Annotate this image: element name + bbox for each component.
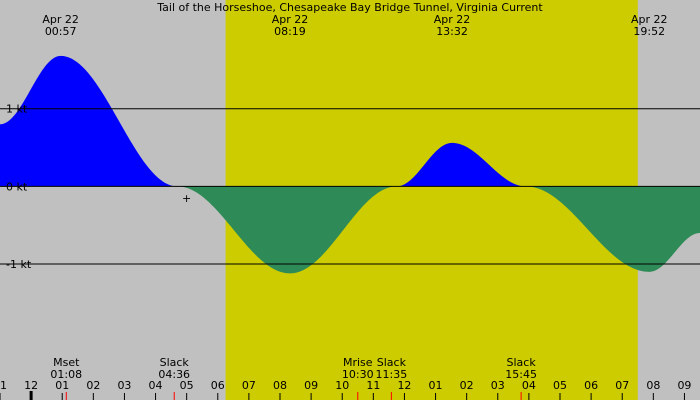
flood-current-area — [0, 55, 700, 187]
event-date-label: Apr 22 — [42, 13, 79, 26]
x-tick-label: 08 — [273, 379, 287, 392]
x-tick-label: 12 — [397, 379, 411, 392]
ebb-current-area — [0, 186, 700, 274]
x-tick-label: 03 — [491, 379, 505, 392]
x-tick-label: 01 — [55, 379, 69, 392]
midnight-marker — [29, 391, 33, 400]
event-time-label: 00:57 — [45, 25, 77, 38]
event-date-label: Apr 22 — [434, 13, 471, 26]
bottom-event-label: Slack — [377, 356, 407, 369]
x-tick-label: 07 — [242, 379, 256, 392]
x-tick-label: 05 — [180, 379, 194, 392]
bottom-event-time: 04:36 — [158, 368, 190, 381]
x-tick-label: 09 — [304, 379, 318, 392]
bottom-event-time: 15:45 — [505, 368, 537, 381]
x-tick-label: 10 — [335, 379, 349, 392]
y-tick-label: 0 kt — [6, 180, 28, 193]
event-date-label: Apr 22 — [631, 13, 668, 26]
x-tick-label: 02 — [460, 379, 474, 392]
x-tick-label: 02 — [86, 379, 100, 392]
bottom-event-time: 11:35 — [376, 368, 408, 381]
x-tick-label: 11 — [0, 379, 7, 392]
bottom-event-label: Slack — [160, 356, 190, 369]
bottom-event-time: 01:08 — [50, 368, 82, 381]
bottom-event-label: Mset — [53, 356, 80, 369]
x-tick-label: 06 — [584, 379, 598, 392]
chart-title: Tail of the Horseshoe, Chesapeake Bay Br… — [156, 1, 543, 14]
x-tick-label: 06 — [211, 379, 225, 392]
current-time-marker: + — [182, 192, 191, 205]
x-tick-label: 05 — [553, 379, 567, 392]
x-tick-label: 04 — [522, 379, 536, 392]
x-tick-label: 04 — [149, 379, 163, 392]
bottom-event-label: Slack — [507, 356, 537, 369]
event-time-label: 19:52 — [633, 25, 665, 38]
x-tick-label: 03 — [117, 379, 131, 392]
x-tick-label: 09 — [677, 379, 691, 392]
y-tick-label: 1 kt — [6, 103, 28, 116]
x-tick-label: 08 — [646, 379, 660, 392]
event-time-label: 13:32 — [436, 25, 468, 38]
event-date-label: Apr 22 — [272, 13, 309, 26]
x-tick-label: 11 — [366, 379, 380, 392]
bottom-event-time: 10:30 — [342, 368, 374, 381]
bottom-event-label: Mrise — [343, 356, 373, 369]
y-tick-label: -1 kt — [6, 258, 32, 271]
event-time-label: 08:19 — [274, 25, 306, 38]
x-tick-label: 12 — [24, 379, 38, 392]
x-tick-label: 01 — [429, 379, 443, 392]
x-tick-label: 07 — [615, 379, 629, 392]
